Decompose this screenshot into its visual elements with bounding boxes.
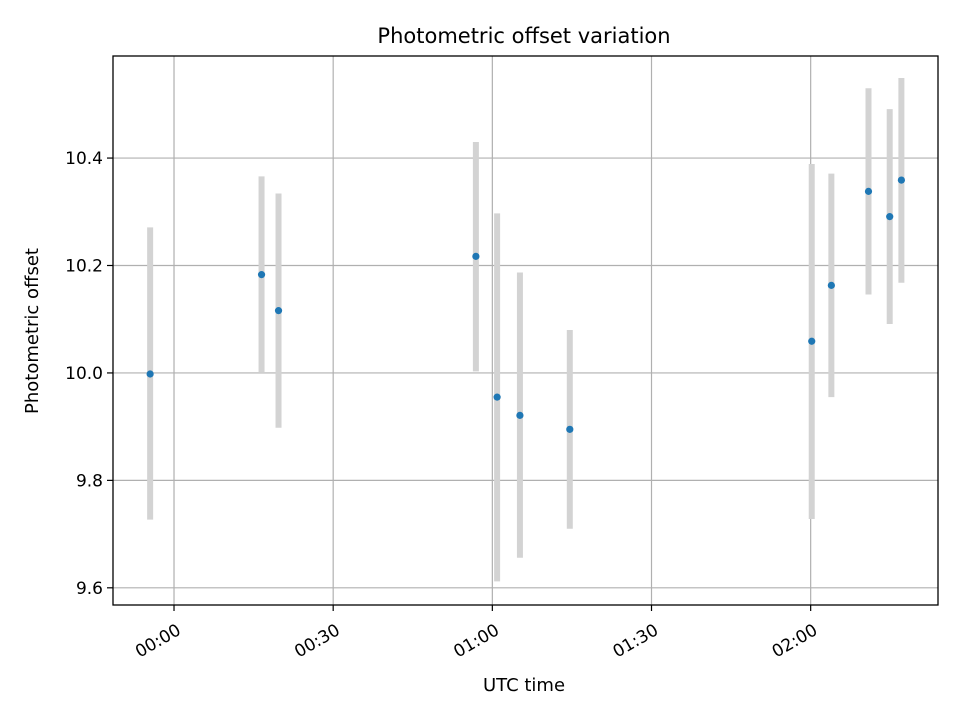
data-point [257, 271, 266, 279]
data-point [493, 393, 501, 401]
data-point [516, 411, 524, 419]
data-point [864, 187, 873, 195]
y-tick-label: 10.4 [65, 149, 103, 169]
data-point [808, 337, 816, 345]
y-axis-title: Photometric offset [22, 248, 43, 414]
y-tick-label: 9.8 [76, 471, 103, 491]
data-point [274, 307, 283, 315]
y-tick-label: 9.6 [76, 579, 103, 599]
data-point [472, 252, 480, 260]
y-tick-label: 10.0 [65, 364, 103, 384]
y-axis-ticks: 9.6 9.8 10.0 10.2 10.4 [65, 149, 113, 599]
data-point [886, 213, 894, 221]
data-point [146, 370, 154, 378]
data-point [566, 425, 574, 433]
y-tick-label: 10.2 [65, 257, 103, 277]
data-point [897, 176, 905, 184]
x-axis-title: UTC time [483, 675, 565, 696]
data-points [146, 176, 905, 433]
plot-frame [112, 55, 939, 606]
data-point [827, 281, 835, 289]
chart-title: Photometric offset variation [377, 24, 670, 48]
